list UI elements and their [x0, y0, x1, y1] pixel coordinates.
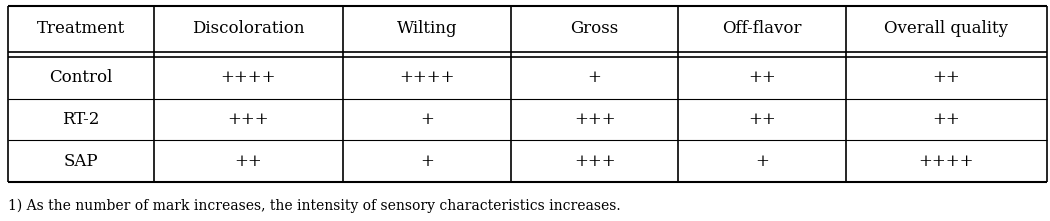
Text: ++++: ++++ [919, 153, 974, 170]
Text: +: + [588, 69, 602, 86]
Text: ++: ++ [749, 69, 776, 86]
Text: ++: ++ [234, 153, 262, 170]
Text: Overall quality: Overall quality [884, 21, 1008, 37]
Text: ++: ++ [932, 69, 961, 86]
Text: ++++: ++++ [220, 69, 276, 86]
Text: +: + [420, 111, 434, 128]
Text: +: + [755, 153, 769, 170]
Text: Gross: Gross [570, 21, 618, 37]
Text: ++: ++ [932, 111, 961, 128]
Text: +++: +++ [573, 153, 615, 170]
Text: Treatment: Treatment [37, 21, 125, 37]
Text: RT-2: RT-2 [62, 111, 100, 128]
Text: +++: +++ [573, 111, 615, 128]
Text: Wilting: Wilting [397, 21, 458, 37]
Text: Control: Control [49, 69, 112, 86]
Text: ++++: ++++ [399, 69, 455, 86]
Text: +++: +++ [228, 111, 269, 128]
Text: Off-flavor: Off-flavor [722, 21, 802, 37]
Text: Discoloration: Discoloration [192, 21, 304, 37]
Text: +: + [420, 153, 434, 170]
Text: SAP: SAP [64, 153, 99, 170]
Text: ++: ++ [749, 111, 776, 128]
Text: 1) As the number of mark increases, the intensity of sensory characteristics inc: 1) As the number of mark increases, the … [8, 198, 621, 213]
